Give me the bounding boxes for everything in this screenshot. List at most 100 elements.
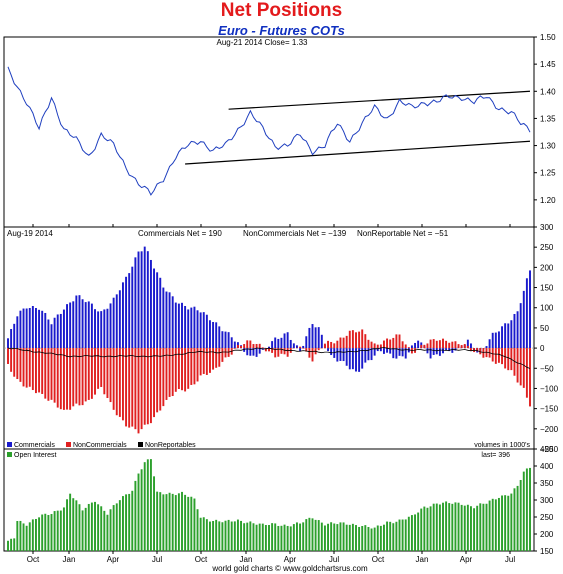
- commercials-bar: [451, 348, 454, 353]
- open-interest-bar: [305, 519, 308, 551]
- noncommercials-bar: [435, 340, 438, 349]
- open-interest-bar: [97, 504, 100, 551]
- open-interest-bar: [10, 538, 13, 551]
- noncommercials-bar: [168, 348, 171, 397]
- commercials-bar: [311, 324, 314, 349]
- noncommercials-bar: [143, 348, 146, 425]
- commercials-bar: [305, 336, 308, 349]
- commercials-bar: [308, 327, 311, 349]
- legend-swatch-commercials: [7, 442, 12, 447]
- noncommercials-bar: [379, 344, 382, 349]
- open-interest-bar: [16, 521, 19, 551]
- open-interest-bar: [460, 504, 463, 551]
- commercials-bar: [252, 348, 255, 356]
- commercials-bar: [392, 348, 395, 359]
- open-interest-bar: [128, 493, 131, 551]
- noncommercials-bar: [184, 348, 187, 392]
- commercials-bar: [174, 302, 177, 349]
- open-interest-bar: [470, 506, 472, 551]
- noncommercials-bar: [429, 339, 432, 349]
- open-interest-bar: [308, 517, 311, 551]
- noncommercials-bar: [355, 332, 357, 349]
- noncommercials-bar: [519, 348, 522, 386]
- commercials-bar: [28, 308, 31, 349]
- noncommercials-bar: [361, 329, 364, 349]
- noncommercials-bar: [7, 348, 9, 364]
- noncommercials-bar: [115, 348, 118, 416]
- open-interest-bar: [159, 492, 162, 551]
- noncommercials-bar: [212, 348, 215, 370]
- month-label: Jan: [416, 555, 429, 564]
- commercials-bar: [414, 342, 416, 349]
- open-interest-bar: [53, 511, 56, 551]
- net-ytick-label: 200: [540, 263, 554, 272]
- oi-ytick-label: 250: [540, 513, 554, 522]
- net-ytick-label: 150: [540, 284, 554, 293]
- noncommercials-bar: [35, 348, 37, 394]
- commercials-bar: [286, 332, 289, 349]
- net-ytick-label: 0: [540, 344, 545, 353]
- month-label: Apr: [107, 555, 120, 564]
- open-interest-bar: [302, 522, 305, 551]
- noncommercials-bar: [529, 348, 531, 407]
- commercials-bar: [202, 312, 205, 349]
- open-interest-bar: [479, 503, 482, 551]
- noncommercials-bar: [16, 348, 19, 380]
- open-interest-bar: [103, 510, 106, 551]
- commercials-bar: [19, 310, 22, 349]
- noncommercials-bar: [125, 348, 128, 427]
- open-interest-bar: [255, 524, 258, 551]
- open-interest-bar: [438, 504, 441, 551]
- noncommercials-bar: [240, 345, 242, 349]
- commercials-bar: [351, 348, 354, 370]
- noncommercials-bar: [264, 348, 267, 352]
- commercials-bar: [187, 309, 190, 349]
- noncommercials-bar: [19, 348, 22, 382]
- open-interest-y-axis: 150 200 250 300 350 400 450: [534, 445, 554, 556]
- open-interest-bar: [62, 507, 65, 551]
- open-interest-bar: [140, 469, 143, 551]
- open-interest-bar: [358, 526, 361, 551]
- commercials-bar: [389, 348, 392, 354]
- open-interest-bar: [283, 524, 286, 551]
- commercials-bar: [125, 276, 128, 349]
- commercials-bar: [84, 302, 87, 349]
- month-label: Apr: [460, 555, 473, 564]
- noncommercials-bar: [373, 343, 376, 349]
- open-interest-bar: [466, 504, 469, 551]
- commercials-bar: [171, 296, 174, 349]
- open-interest-bar: [25, 525, 28, 551]
- noncommercials-bar: [274, 348, 277, 358]
- noncommercials-bar: [271, 348, 274, 353]
- net-ytick-label: −150: [540, 405, 559, 414]
- noncommercials-bar: [370, 341, 373, 349]
- noncommercials-bar: [494, 348, 497, 364]
- commercials-bar: [507, 323, 510, 349]
- commercials-bar: [348, 348, 351, 370]
- open-interest-bar: [112, 505, 115, 551]
- noncommercials-bar: [395, 334, 398, 349]
- commercials-bar: [109, 303, 112, 349]
- commercials-bar: [383, 348, 385, 354]
- open-interest-bar: [122, 496, 124, 551]
- net-bars: [4, 246, 534, 434]
- open-interest-bar: [280, 525, 283, 551]
- noncommercials-bar: [339, 337, 342, 349]
- commercials-bar: [100, 311, 103, 349]
- commercials-bar: [529, 270, 531, 349]
- noncommercials-bar: [205, 348, 208, 375]
- open-interest-bar: [392, 523, 395, 551]
- open-interest-bar: [90, 502, 93, 551]
- oi-ytick-label: 300: [540, 496, 554, 505]
- open-interest-bar: [292, 524, 295, 551]
- open-interest-bar: [156, 491, 159, 551]
- open-interest-bar: [429, 506, 432, 551]
- commercials-bar: [302, 345, 305, 349]
- noncommercials-bar: [174, 348, 177, 392]
- open-interest-bar: [81, 510, 84, 551]
- commercials-bar: [299, 348, 302, 352]
- commercials-bar: [62, 309, 65, 349]
- commercials-bar: [31, 306, 34, 349]
- open-interest-bar: [488, 500, 491, 551]
- commercials-bar: [122, 282, 124, 349]
